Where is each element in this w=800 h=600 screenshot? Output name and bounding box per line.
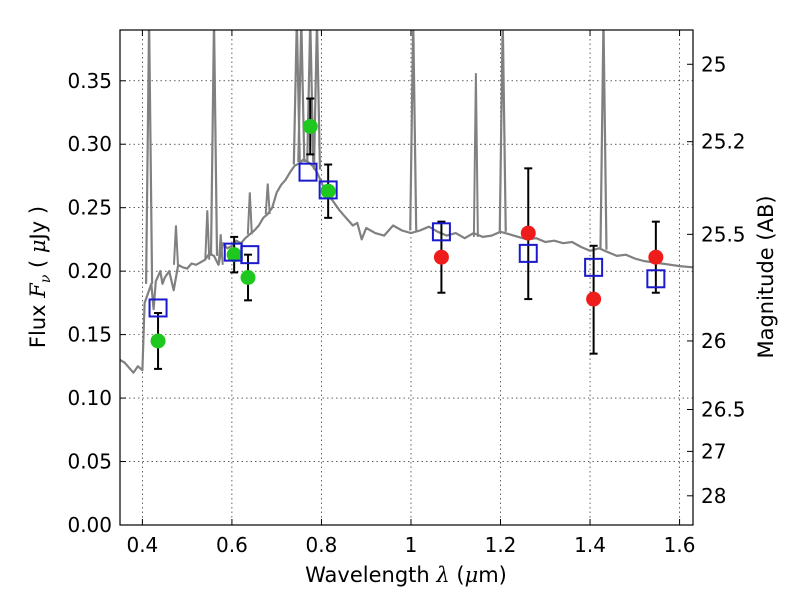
y2-tick-label: 25.5: [701, 222, 746, 246]
emission-spike: [312, 30, 322, 170]
error-bars: [154, 97, 660, 370]
x-tick-label: 1.6: [664, 533, 696, 557]
y2-tick-label: 25.2: [701, 130, 746, 154]
emission-spike: [409, 30, 418, 231]
x-tick-label: 1.4: [574, 533, 606, 557]
plot-frame: [119, 29, 694, 526]
y-tick-label: 0.25: [67, 196, 112, 220]
data-point: [586, 291, 602, 307]
y-tick-label: 0.10: [67, 386, 112, 410]
emission-spike: [209, 30, 219, 256]
data-point: [240, 270, 256, 285]
x-tick-label: 0.6: [216, 533, 248, 557]
y2-tick-label: 26: [701, 329, 726, 353]
emission-spike: [599, 30, 608, 250]
x-axis-label: Wavelength λ (μm): [305, 563, 507, 587]
model-point: [518, 243, 538, 263]
y-tick-label: 0.35: [67, 69, 112, 93]
data-point: [648, 249, 664, 265]
emission-spike: [498, 30, 507, 232]
emission-spike: [144, 30, 154, 284]
x-tick-label: 0.4: [126, 533, 158, 557]
model-point: [318, 180, 338, 200]
model-point: [240, 245, 260, 265]
y2-tick-label: 25: [701, 52, 726, 76]
model-point: [298, 162, 318, 182]
model-point: [646, 269, 666, 289]
y2-axis-label: Magnitude (AB): [754, 195, 778, 358]
y-tick-label: 0.30: [67, 132, 112, 156]
axis-ticks: 0.4 0.6 0.8 1 1.2 1.4 1.6 0.00 0.05 0.10 0.15 0.20 0…: [67, 30, 746, 557]
y-tick-label: 0.05: [67, 450, 112, 474]
data-point: [433, 249, 449, 265]
template-spectrum: [120, 30, 693, 374]
y-tick-label: 0.20: [67, 259, 112, 283]
emission-spike: [297, 30, 306, 163]
data-point: [520, 225, 536, 241]
y2-tick-label: 27: [701, 439, 726, 463]
x-tick-label: 1.2: [485, 533, 517, 557]
model-point: [431, 222, 451, 242]
data-point: [226, 247, 242, 263]
template-spectrum-line: [120, 158, 693, 374]
minor-spike: [246, 192, 253, 235]
y2-tick-label: 28: [701, 484, 726, 508]
emission-spike: [306, 30, 315, 163]
y-tick-label: 0.00: [67, 513, 112, 537]
model-point: [148, 298, 168, 318]
minor-spike: [264, 183, 271, 215]
grid-lines: [120, 30, 693, 526]
y2-tick-label: 26.5: [701, 398, 746, 422]
model-point: [584, 257, 604, 277]
data-point: [320, 183, 336, 199]
minor-spike: [472, 73, 479, 237]
data-point: [302, 118, 318, 134]
x-tick-label: 0.8: [306, 533, 338, 557]
minor-spike: [172, 225, 179, 265]
minor-spike: [204, 210, 211, 260]
y-axis-label: Flux Fν ( μJy ): [26, 206, 54, 348]
data-point: [150, 333, 166, 349]
minor-spike: [217, 234, 224, 265]
x-tick-label: 1: [405, 533, 418, 557]
y-tick-label: 0.15: [67, 323, 112, 347]
data-points: [148, 118, 666, 349]
